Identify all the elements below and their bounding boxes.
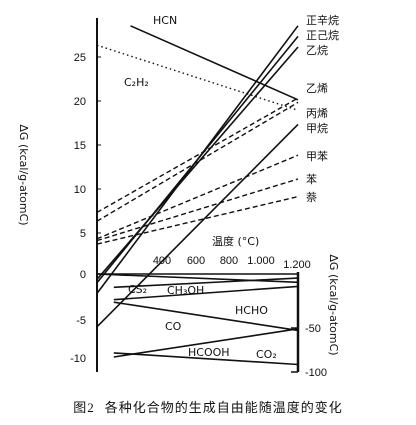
label-naphthalene: 萘 xyxy=(306,191,317,204)
upper-series-line-8 xyxy=(96,154,299,240)
y-tick-label: 15 xyxy=(74,140,86,152)
label-methane: 甲烷 xyxy=(306,121,328,135)
upper-series-line-9 xyxy=(96,178,299,242)
label-benzene: 苯 xyxy=(306,172,317,186)
x-ticks: 400 600 800 1.000 1.200 xyxy=(153,255,311,271)
lower-series-line-1 xyxy=(113,277,299,289)
right-tick-label: -50 xyxy=(305,323,321,335)
caption-number: 图2 xyxy=(73,400,95,415)
upper-series-line-6 xyxy=(96,101,299,222)
lower-series-line-2 xyxy=(113,285,299,301)
lower-series-line-3 xyxy=(113,301,299,332)
x-axis-title: 温度 (°C) xyxy=(212,234,259,248)
y-tick-label: 25 xyxy=(74,52,86,64)
label-co: CO xyxy=(165,320,182,333)
label-hcooh: HCOOH xyxy=(188,346,230,359)
x-tick-label: 1.200 xyxy=(283,259,311,271)
upper-y-ticks: 25 20 15 10 5 xyxy=(74,52,101,240)
lower-series xyxy=(96,273,299,366)
caption-text: 各种化合物的生成自由能随温度的变化 xyxy=(104,401,343,416)
chart: 25 20 15 10 5 0 -5 -10 400 600 800 1.000… xyxy=(17,13,340,379)
lower-series-line-0 xyxy=(96,273,299,284)
label-c2h2: C₂H₂ xyxy=(124,76,149,89)
upper-series-line-3 xyxy=(96,35,299,284)
lower-series-line-4 xyxy=(113,328,299,358)
upper-series-line-7 xyxy=(96,123,299,328)
figure-caption: 图2 各种化合物的生成自由能随温度的变化 xyxy=(0,397,416,416)
x-tick-label: 600 xyxy=(187,255,205,267)
right-tick-label: -100 xyxy=(305,367,327,379)
y-tick-label: 0 xyxy=(80,269,86,281)
label-octane: 正辛烷 xyxy=(306,13,339,27)
upper-series-line-1 xyxy=(96,44,299,111)
series-labels: HCN C₂H₂ 正辛烷 正己烷 乙烷 乙烯 丙烯 甲烷 甲苯 苯 萘 CS₂ … xyxy=(124,13,339,361)
y-tick-label: 5 xyxy=(80,228,86,240)
lower-series-line-5 xyxy=(113,352,299,366)
upper-series-line-0 xyxy=(130,25,299,101)
y-tick-label: 10 xyxy=(74,184,86,196)
x-tick-label: 800 xyxy=(220,255,238,267)
y-tick-label: -5 xyxy=(76,315,86,327)
y-axis-title-right: ΔG (kcal/g-atomC) xyxy=(327,254,340,355)
right-ticks: -50 -100 xyxy=(291,323,327,379)
label-ethane: 乙烷 xyxy=(306,43,328,57)
y-axis-title-left: ΔG (kcal/g-atomC) xyxy=(17,124,30,225)
label-hexane: 正己烷 xyxy=(306,28,339,42)
label-co2: CO₂ xyxy=(256,348,277,361)
label-toluene: 甲苯 xyxy=(306,149,328,163)
label-ch3oh: CH₃OH xyxy=(167,284,204,297)
y-tick-label: 20 xyxy=(74,96,86,108)
label-hcn: HCN xyxy=(153,14,177,27)
label-hcho: HCHO xyxy=(235,304,268,317)
label-cs2: CS₂ xyxy=(128,283,147,296)
x-tick-label: 1.000 xyxy=(247,255,275,267)
upper-series xyxy=(96,25,299,328)
y-tick-label: -10 xyxy=(70,353,86,365)
label-ethylene: 乙烯 xyxy=(306,82,328,95)
upper-series-line-10 xyxy=(96,195,299,245)
upper-series-line-4 xyxy=(96,46,299,280)
upper-series-line-5 xyxy=(96,97,299,214)
label-propylene: 丙烯 xyxy=(306,107,328,120)
lower-y-ticks: 0 -5 -10 xyxy=(70,269,86,365)
